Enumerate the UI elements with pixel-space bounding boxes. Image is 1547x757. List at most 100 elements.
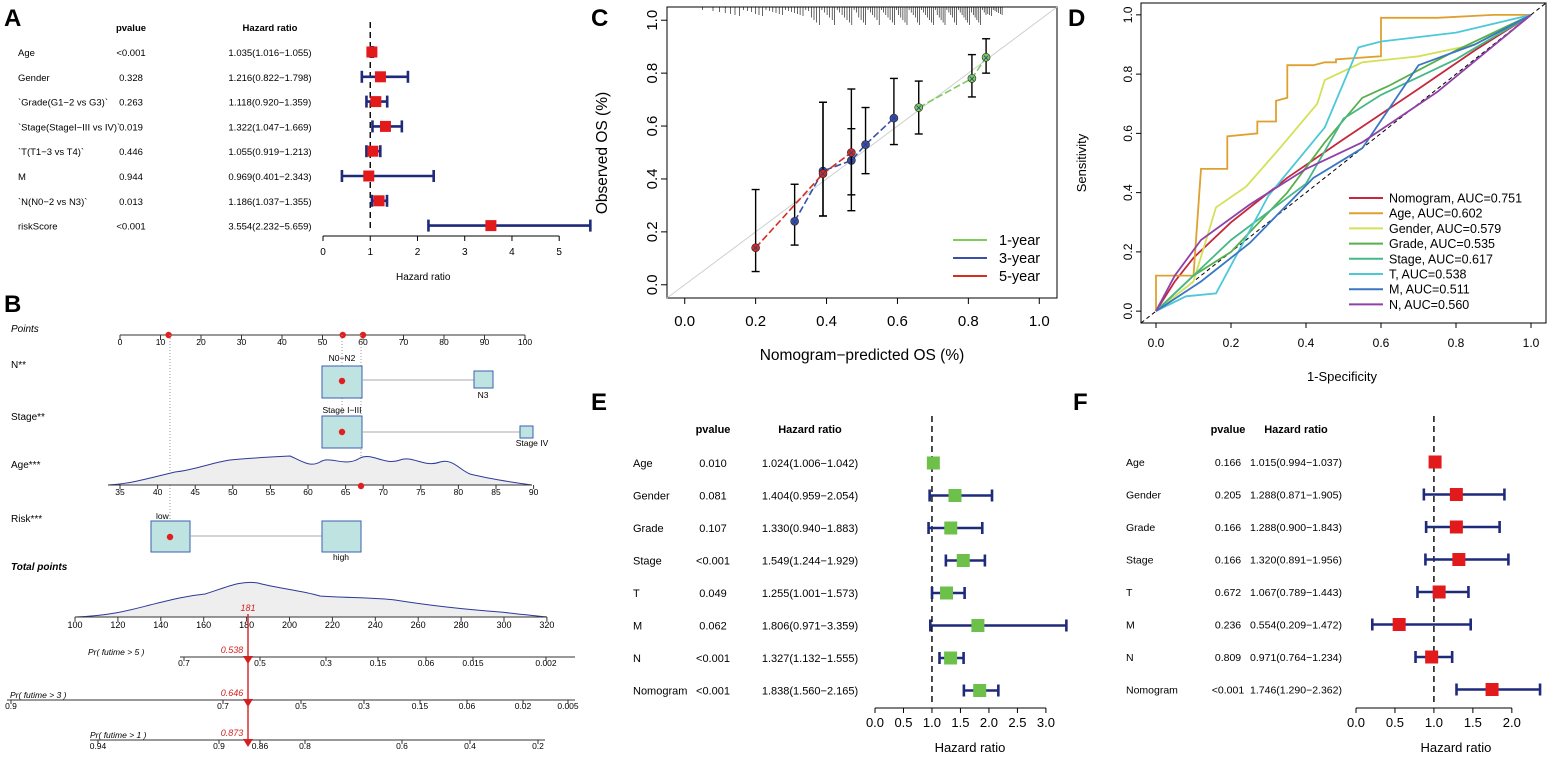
row-hr-text: 1.404(0.959−2.054)	[762, 491, 858, 503]
calibration-point-cross: ×	[916, 103, 922, 115]
surv-3yr-tick-label: 0.005	[557, 701, 579, 711]
hazard-ratio-header: Hazard ratio	[778, 424, 842, 436]
row-label: Gender	[18, 73, 50, 84]
age-tick-label: 85	[491, 487, 501, 497]
svg-text:C: C	[591, 5, 608, 32]
row-pvalue: 0.672	[1215, 587, 1241, 599]
y-tick-label: 0.6	[1121, 125, 1135, 142]
surv-5yr-tick-label: 0.15	[370, 658, 387, 668]
row-label: Nomogram	[633, 686, 687, 698]
total-points-tick-label: 320	[539, 620, 554, 630]
hr-marker	[944, 651, 958, 665]
total-points-density	[74, 581, 548, 618]
surv-1yr-marker	[243, 739, 253, 747]
points-tick-label: 90	[480, 337, 490, 347]
row-label: Grade	[633, 523, 664, 535]
plot-frame	[666, 6, 1058, 299]
row-pvalue: 0.263	[119, 98, 143, 109]
row-pvalue: 0.010	[699, 458, 727, 470]
row-hr-text: 1.330(0.940−1.883)	[762, 523, 858, 535]
hr-marker	[956, 554, 970, 567]
total-points-label: Total points	[11, 562, 68, 573]
row-hr-text: 1.118(0.920−1.359)	[229, 98, 312, 109]
row-label: M	[633, 621, 642, 633]
total-points-tick-label: 300	[496, 620, 511, 630]
row-label: Age	[18, 48, 35, 59]
row-hr-text: 1.838(1.560−2.165)	[762, 686, 858, 698]
stage-level-2-label: Stage IV	[516, 438, 549, 448]
x-tick-label: 2	[415, 247, 421, 258]
x-axis-title: Hazard ratio	[1421, 740, 1492, 755]
y-tick-label: 1.0	[644, 10, 661, 31]
points-tick-label: 40	[277, 337, 287, 347]
calibration-point	[889, 113, 899, 123]
hr-marker	[939, 586, 953, 600]
x-tick-label: 2.0	[1503, 715, 1521, 730]
roc-curve	[1155, 14, 1532, 312]
n-label: N**	[11, 360, 26, 371]
hr-marker	[1425, 650, 1439, 664]
age-tick-label: 45	[190, 487, 200, 497]
surv-5yr-tick-label: 0.7	[178, 658, 190, 668]
row-hr-text: 1.067(0.789−1.443)	[1250, 587, 1342, 599]
age-selected-dot	[357, 482, 365, 490]
x-tick-label: 1.0	[923, 715, 941, 730]
row-pvalue: <0.001	[116, 222, 145, 233]
row-label: riskScore	[18, 222, 58, 233]
points-selected-dot	[165, 331, 172, 339]
forest-plot-a: pvalue Hazard ratio Age <0.001 1.035(1.016−1…	[18, 22, 592, 283]
row-pvalue: 0.081	[699, 491, 727, 503]
x-tick-label: 1.0	[1425, 715, 1443, 730]
n-box-level-2	[473, 370, 494, 389]
x-tick-label: 0.6	[1373, 336, 1390, 350]
x-tick-label: 3.0	[1037, 715, 1055, 730]
points-tick-label: 10	[156, 337, 166, 347]
row-label: Stage	[1126, 555, 1154, 567]
row-pvalue: 0.019	[119, 122, 143, 133]
forest-plot-f: pvalue Hazard ratio Age 0.166 1.015(0.994−1.…	[1126, 416, 1542, 755]
calibration-point-cross: ×	[752, 243, 758, 255]
legend-label: N, AUC=0.560	[1389, 298, 1469, 312]
points-tick-label: 70	[399, 337, 409, 347]
row-label: `Stage(StageI−III vs IV)`	[18, 122, 120, 133]
row-pvalue: 0.166	[1215, 457, 1241, 469]
row-label: `N(N0−2 vs N3)`	[18, 197, 87, 208]
panel-label-c: C	[591, 5, 608, 32]
points-selected-dot	[359, 331, 367, 339]
row-hr-text: 1.216(0.822−1.798)	[228, 73, 311, 84]
row-pvalue: 0.809	[1215, 652, 1241, 664]
row-hr-text: 1.015(0.994−1.037)	[1250, 457, 1342, 469]
row-label: `T(T1−3 vs T4)`	[18, 147, 84, 158]
surv-5yr-marker	[243, 656, 253, 664]
y-tick-label: 1.0	[1121, 6, 1135, 23]
hr-marker	[1428, 455, 1442, 469]
total-points-tick-label: 260	[411, 620, 426, 630]
surv-5yr-tick-label: 0.002	[535, 658, 557, 668]
total-points-tick-label: 240	[368, 620, 383, 630]
points-tick-label: 30	[237, 337, 247, 347]
row-pvalue: 0.236	[1215, 620, 1241, 632]
risk-box-high	[321, 520, 362, 553]
row-pvalue: <0.001	[1212, 685, 1245, 697]
x-axis-title: Nomogram−predicted OS (%)	[760, 347, 965, 364]
legend-label: Age, AUC=0.602	[1389, 207, 1483, 221]
row-hr-text: 1.288(0.871−1.905)	[1250, 490, 1342, 502]
row-label: Stage	[633, 556, 662, 568]
hr-marker	[1432, 585, 1446, 599]
roc-curve	[1155, 14, 1532, 312]
panel-label-e: E	[591, 389, 607, 416]
row-label: Age	[633, 458, 653, 470]
risk-low-label: low	[156, 511, 170, 521]
surv-5yr-tick-label: 0.06	[418, 658, 435, 668]
surv-1yr-value: 0.873	[221, 728, 244, 738]
row-hr-text: 1.549(1.244−1.929)	[762, 556, 858, 568]
row-hr-text: 1.320(0.891−1.956)	[1250, 555, 1342, 567]
x-tick-label: 1.5	[1464, 715, 1482, 730]
hr-marker	[363, 170, 375, 182]
calibration-line	[755, 151, 852, 249]
x-tick-label: 0.4	[1298, 336, 1315, 350]
surv-3yr-tick-label: 0.9	[5, 701, 17, 711]
calibration-line	[918, 56, 987, 109]
x-tick-label: 0.5	[894, 715, 912, 730]
y-tick-label: 0.2	[644, 221, 661, 242]
